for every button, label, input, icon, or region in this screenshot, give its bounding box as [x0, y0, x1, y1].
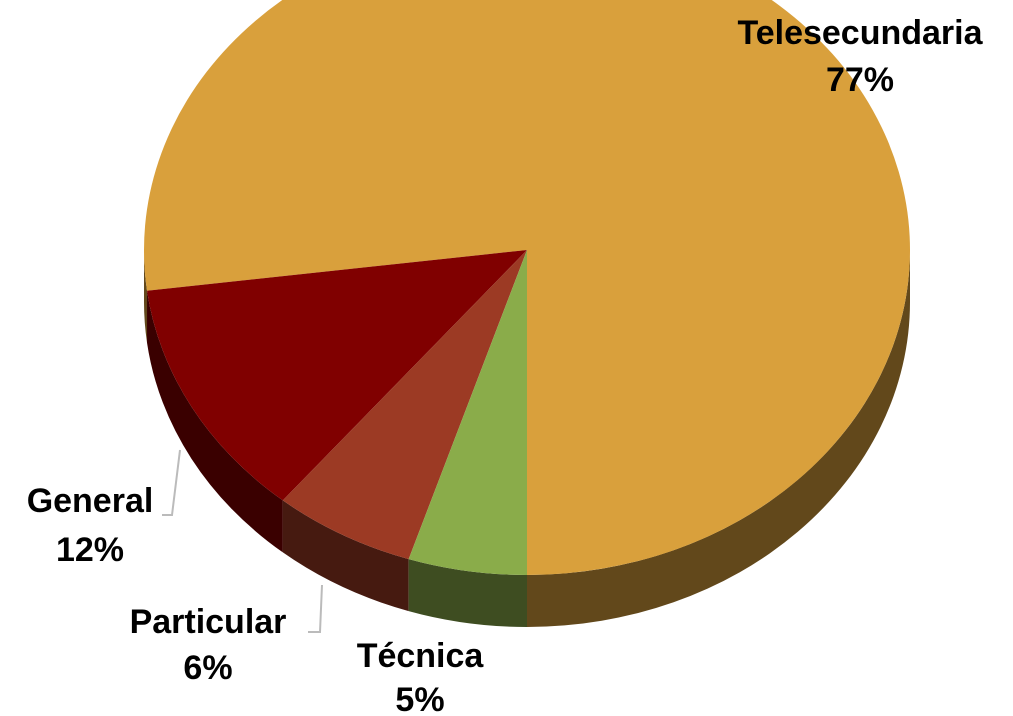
slice-side — [408, 559, 527, 627]
pie-slice — [147, 250, 527, 501]
slice-side — [147, 290, 283, 553]
slice-label: Particular — [130, 603, 287, 641]
pie-tops — [144, 0, 910, 575]
leader-line — [308, 584, 323, 633]
slice-side — [527, 250, 910, 627]
slice-value-label: 5% — [395, 681, 444, 716]
pie-slice — [144, 0, 910, 575]
slice-value-label: 77% — [826, 61, 894, 99]
slice-label: Telesecundaria — [737, 14, 983, 52]
slice-value-label: 6% — [183, 649, 232, 687]
slice-value-label: 12% — [56, 531, 124, 569]
pie-slice — [282, 250, 527, 560]
slice-label: General — [27, 482, 154, 520]
slice-label: Técnica — [357, 637, 485, 675]
slice-side — [282, 500, 409, 612]
pie-slice — [408, 250, 527, 575]
pie-sides — [144, 250, 910, 627]
leader-line — [162, 449, 181, 516]
slice-side — [144, 250, 148, 343]
